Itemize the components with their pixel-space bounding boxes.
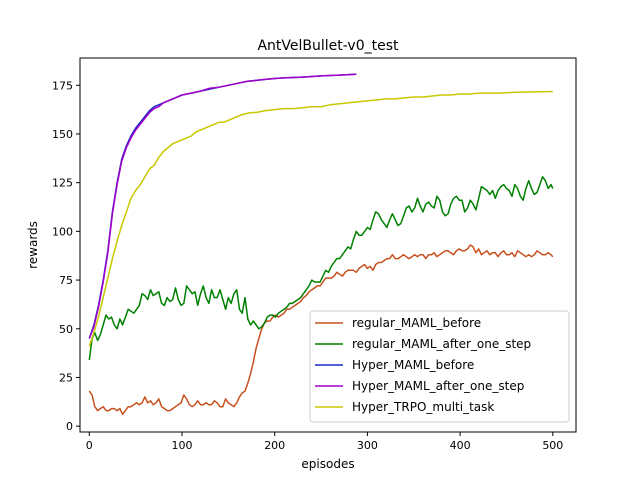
y-tick-label: 0 — [66, 420, 73, 433]
y-tick-label: 25 — [59, 371, 73, 384]
y-tick-label: 125 — [52, 177, 73, 190]
series-line-4 — [88, 90, 553, 347]
legend-entry-label: regular_MAML_before — [352, 316, 481, 330]
x-tick-label: 400 — [450, 439, 471, 452]
x-tick-label: 100 — [171, 439, 192, 452]
series-line-3 — [88, 73, 357, 339]
x-tick-label: 500 — [542, 439, 563, 452]
legend-entry-label: Hyper_TRPO_multi_task — [352, 400, 494, 414]
legend-entry-label: regular_MAML_after_one_step — [352, 337, 531, 351]
plot-frame — [79, 57, 577, 433]
chart-title: AntVelBullet-v0_test — [257, 38, 399, 54]
x-axis-ticks: 0 100 200 300 400 500 — [86, 432, 563, 452]
y-axis-label: rewards — [26, 221, 40, 269]
y-axis-ticks: 0 25 50 75 100 125 150 175 — [52, 79, 80, 433]
series-layer — [88, 73, 554, 416]
legend-entry-label: Hyper_MAML_after_one_step — [352, 379, 524, 393]
series-line-0 — [88, 244, 554, 416]
y-tick-label: 175 — [52, 79, 73, 92]
x-axis-label: episodes — [301, 457, 354, 471]
x-tick-label: 300 — [357, 439, 378, 452]
y-tick-label: 50 — [59, 323, 73, 336]
x-tick-label: 200 — [264, 439, 285, 452]
legend-entry-label: Hyper_MAML_before — [352, 358, 474, 372]
legend-box — [309, 310, 570, 423]
y-tick-label: 75 — [59, 274, 73, 287]
series-line-1 — [88, 176, 554, 360]
y-tick-label: 150 — [52, 128, 73, 141]
x-tick-label: 0 — [86, 439, 93, 452]
y-tick-label: 100 — [52, 225, 73, 238]
legend: regular_MAML_before regular_MAML_after_on… — [309, 310, 570, 423]
